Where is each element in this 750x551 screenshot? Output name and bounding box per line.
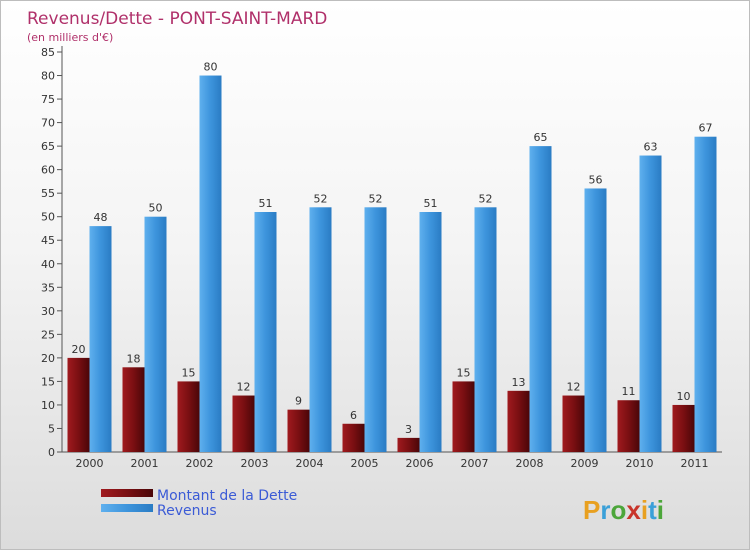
x-tick-label: 2004	[296, 457, 324, 470]
bar-revenus	[364, 207, 387, 452]
y-ticks: 0 5 10 15 20 25 30 35 40 45 50 55 60 65 70 75 80 85	[41, 46, 62, 459]
legend-swatch-dette	[101, 489, 153, 497]
bar-montant-de-la-dette	[562, 395, 585, 452]
bar-revenus	[199, 75, 222, 452]
bar-revenus	[694, 136, 717, 453]
value-label-revenus: 52	[369, 192, 383, 205]
bar-revenus	[639, 155, 662, 452]
y-tick-label: 40	[41, 258, 55, 271]
y-tick-label: 70	[41, 117, 55, 130]
bar-montant-de-la-dette	[342, 423, 365, 452]
y-tick-label: 55	[41, 187, 55, 200]
x-tick-label: 2010	[626, 457, 654, 470]
y-tick-label: 60	[41, 164, 55, 177]
y-tick-label: 35	[41, 281, 55, 294]
x-tick-label: 2008	[516, 457, 544, 470]
bar-revenus	[474, 207, 497, 452]
bars	[67, 75, 717, 453]
value-label-montant-de-la-dette: 13	[512, 376, 526, 389]
bar-montant-de-la-dette	[232, 395, 255, 452]
value-label-montant-de-la-dette: 3	[405, 423, 412, 436]
proxiti-logo: Proxiti	[583, 495, 664, 525]
bar-revenus	[254, 212, 277, 452]
chart-title: Revenus/Dette - PONT-SAINT-MARD	[27, 9, 327, 29]
y-tick-label: 75	[41, 93, 55, 106]
legend-label-dette: Montant de la Dette	[157, 488, 297, 504]
bar-montant-de-la-dette	[452, 381, 475, 452]
y-tick-label: 80	[41, 70, 55, 83]
value-label-montant-de-la-dette: 12	[567, 381, 581, 394]
bar-revenus	[584, 188, 607, 452]
y-tick-label: 50	[41, 211, 55, 224]
x-tick-label: 2005	[351, 457, 379, 470]
y-tick-label: 10	[41, 399, 55, 412]
value-label-revenus: 52	[479, 192, 493, 205]
bar-montant-de-la-dette	[122, 367, 145, 452]
bar-montant-de-la-dette	[672, 404, 695, 452]
x-ticks: 2000 2001 2002 2003 2004 2005 2006 2007 2008 2009…	[76, 457, 709, 470]
y-tick-label: 5	[48, 422, 55, 435]
value-label-montant-de-la-dette: 10	[677, 390, 691, 403]
value-label-revenus: 67	[699, 122, 713, 135]
x-tick-label: 2000	[76, 457, 104, 470]
value-label-revenus: 52	[314, 192, 328, 205]
value-label-montant-de-la-dette: 12	[237, 381, 251, 394]
y-tick-label: 15	[41, 375, 55, 388]
value-label-revenus: 51	[424, 197, 438, 210]
value-label-revenus: 63	[644, 141, 658, 154]
value-label-montant-de-la-dette: 15	[457, 366, 471, 379]
value-label-montant-de-la-dette: 18	[127, 352, 141, 365]
x-tick-label: 2011	[681, 457, 709, 470]
value-label-revenus: 48	[94, 211, 108, 224]
x-tick-label: 2009	[571, 457, 599, 470]
bar-revenus	[419, 212, 442, 452]
value-label-revenus: 56	[589, 173, 603, 186]
bar-montant-de-la-dette	[287, 409, 310, 452]
legend-swatch-revenus	[101, 504, 153, 512]
axes	[61, 46, 722, 453]
value-label-montant-de-la-dette: 9	[295, 395, 302, 408]
logo-wordmark: Proxiti	[583, 495, 664, 525]
y-tick-label: 85	[41, 46, 55, 59]
bar-revenus	[309, 207, 332, 452]
legend-label-revenus: Revenus	[157, 503, 217, 519]
value-label-revenus: 65	[534, 131, 548, 144]
value-label-montant-de-la-dette: 11	[622, 385, 636, 398]
x-tick-label: 2003	[241, 457, 269, 470]
bar-revenus	[529, 146, 552, 452]
bar-montant-de-la-dette	[397, 437, 420, 452]
value-label-revenus: 80	[204, 61, 218, 74]
x-tick-label: 2006	[406, 457, 434, 470]
bar-montant-de-la-dette	[507, 390, 530, 452]
value-label-montant-de-la-dette: 15	[182, 366, 196, 379]
value-label-montant-de-la-dette: 6	[350, 409, 357, 422]
y-tick-label: 30	[41, 305, 55, 318]
y-tick-label: 25	[41, 328, 55, 341]
y-tick-label: 65	[41, 140, 55, 153]
bar-montant-de-la-dette	[617, 400, 640, 452]
y-tick-label: 0	[48, 446, 55, 459]
y-tick-label: 45	[41, 234, 55, 247]
chart-subtitle: (en milliers d'€)	[27, 31, 113, 44]
bar-revenus	[89, 226, 112, 452]
x-tick-label: 2007	[461, 457, 489, 470]
x-tick-label: 2002	[186, 457, 214, 470]
value-label-revenus: 51	[259, 197, 273, 210]
bar-montant-de-la-dette	[177, 381, 200, 452]
x-tick-label: 2001	[131, 457, 159, 470]
value-label-montant-de-la-dette: 20	[72, 343, 86, 356]
y-tick-label: 20	[41, 352, 55, 365]
legend: Montant de la Dette Revenus	[101, 488, 297, 519]
bar-montant-de-la-dette	[67, 357, 90, 452]
value-label-revenus: 50	[149, 202, 163, 215]
bar-revenus	[144, 216, 167, 452]
